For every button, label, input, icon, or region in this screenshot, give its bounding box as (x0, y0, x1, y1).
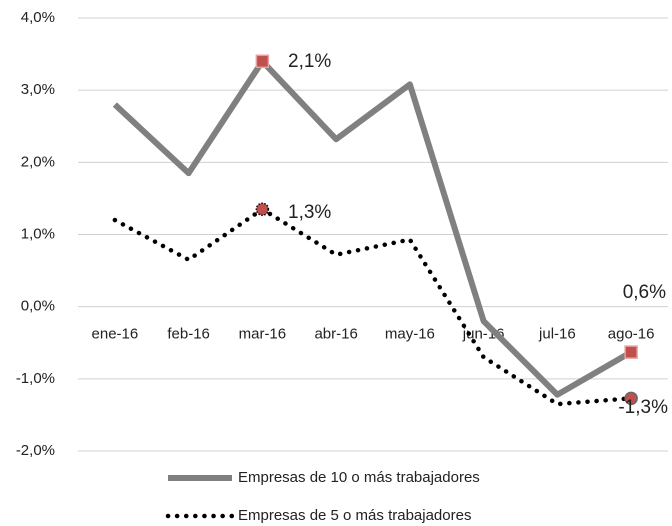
annotation: -1,3% (618, 397, 668, 418)
series-line (112, 206, 634, 407)
x-tick-label: feb-16 (167, 326, 210, 343)
marker (255, 54, 270, 69)
marker (624, 391, 638, 406)
y-tick-label: 0,0% (21, 298, 55, 315)
y-tick-label: 2,0% (21, 153, 55, 170)
y-tick-label: 4,0% (21, 9, 55, 26)
series-line (112, 58, 633, 398)
x-tick-label: may-16 (385, 326, 435, 343)
marker (624, 345, 638, 359)
marker (255, 202, 270, 216)
annotation: 1,3% (288, 202, 331, 223)
x-tick-label: ago-16 (608, 326, 655, 343)
legend-label: Empresas de 5 o más trabajadores (238, 507, 471, 524)
x-tick-label: mar-16 (239, 326, 287, 343)
annotation: 2,1% (288, 51, 331, 72)
x-tick-label: abr-16 (314, 326, 357, 343)
legend-label: Empresas de 10 o más trabajadores (238, 469, 480, 486)
y-tick-label: -1,0% (16, 370, 55, 387)
y-tick-label: 3,0% (21, 81, 55, 98)
y-tick-label: 1,0% (21, 225, 55, 242)
x-tick-label: ene-16 (92, 326, 139, 343)
annotation: 0,6% (623, 282, 666, 303)
y-tick-label: -2,0% (16, 442, 55, 459)
x-tick-label: jul-16 (538, 326, 576, 343)
